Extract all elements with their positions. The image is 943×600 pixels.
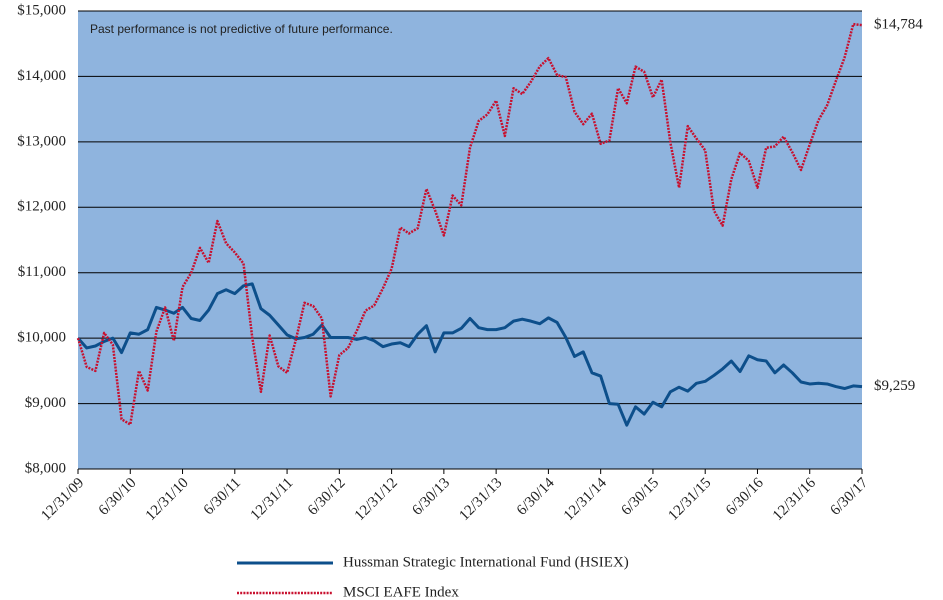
x-tick-label: 12/31/13 xyxy=(456,475,505,524)
x-tick-label: 6/30/12 xyxy=(305,475,349,519)
data-line xyxy=(76,22,863,426)
y-tick-label: $15,000 xyxy=(17,2,66,18)
x-tick-label: 12/31/12 xyxy=(352,475,401,524)
y-tick-label: $10,000 xyxy=(17,330,66,346)
x-tick-label: 12/31/11 xyxy=(248,475,297,524)
x-tick-label: 12/31/16 xyxy=(770,475,819,524)
x-tick-label: 6/30/13 xyxy=(409,475,453,519)
y-tick-label: $14,000 xyxy=(17,68,66,84)
x-tick-label: 6/30/15 xyxy=(618,475,662,519)
y-tick-label: $8,000 xyxy=(25,460,66,476)
x-tick-label: 12/31/09 xyxy=(38,475,87,524)
x-tick-label: 6/30/16 xyxy=(723,475,767,519)
x-tick-label: 6/30/17 xyxy=(828,475,872,519)
x-tick-label: 6/30/14 xyxy=(514,475,558,519)
y-tick-label: $12,000 xyxy=(17,199,66,215)
annotation: Past performance is not predictive of fu… xyxy=(90,22,393,36)
end-label: $14,784 xyxy=(874,17,923,33)
end-label: $9,259 xyxy=(874,378,915,394)
x-tick-label: 12/31/14 xyxy=(561,475,610,524)
y-tick-label: $13,000 xyxy=(17,133,66,149)
x-tick-label: 12/31/10 xyxy=(143,475,192,524)
data-line xyxy=(76,282,863,427)
y-tick-label: $9,000 xyxy=(25,395,66,411)
x-tick-label: 6/30/11 xyxy=(201,475,244,518)
plot-background xyxy=(78,11,862,469)
legend-label: Hussman Strategic International Fund (HS… xyxy=(343,554,629,570)
x-tick-label: 6/30/10 xyxy=(96,475,140,519)
x-tick-label: 12/31/15 xyxy=(665,475,714,524)
legend-label: MSCI EAFE Index xyxy=(343,584,459,600)
y-tick-label: $11,000 xyxy=(18,264,66,280)
